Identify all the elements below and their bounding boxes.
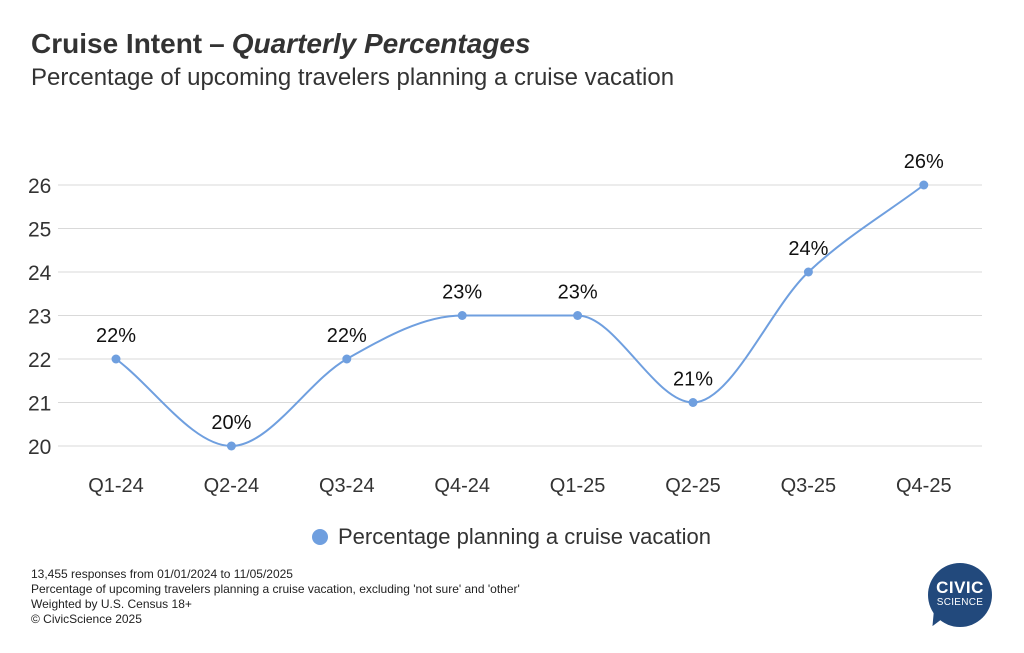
- y-tick-label-25: 25: [28, 219, 51, 242]
- x-tick-label-Q4-24: Q4-24: [434, 475, 490, 497]
- chart-subtitle: Percentage of upcoming travelers plannin…: [31, 64, 675, 91]
- footnote-weighting: Weighted by U.S. Census 18+: [31, 597, 192, 611]
- y-tick-label-26: 26: [28, 175, 51, 198]
- x-axis-tick-labels: Q1-24 Q2-24 Q3-24 Q4-24 Q1-25 Q2-25 Q3-25 Q4-25: [88, 475, 951, 497]
- chart-data-points: [111, 180, 929, 451]
- x-tick-label-Q4-25: Q4-25: [896, 475, 952, 497]
- data-point-Q1-24: [111, 354, 121, 364]
- logo-word-science: SCIENCE: [936, 597, 984, 608]
- series-line: [115, 184, 925, 448]
- logo-bubble: [928, 563, 992, 627]
- data-point-Q2-24: [226, 441, 236, 451]
- data-label-Q3-24: 22%: [327, 325, 367, 347]
- chart-title-dash: –: [209, 28, 225, 59]
- data-label-Q2-25: 21%: [673, 369, 713, 391]
- data-label-Q4-25: 26%: [904, 151, 944, 173]
- y-tick-label-22: 22: [28, 349, 51, 372]
- footnote-definition: Percentage of upcoming travelers plannin…: [31, 582, 520, 596]
- y-tick-label-21: 21: [28, 393, 51, 416]
- data-label-Q1-25: 23%: [558, 282, 598, 304]
- chart-data-labels: 22% 20% 22% 23% 23% 21% 24% 26%: [96, 151, 944, 434]
- legend-marker-icon: [312, 529, 328, 545]
- data-label-Q1-24: 22%: [96, 325, 136, 347]
- logo-word-civic: CIVIC: [936, 578, 984, 597]
- chart-series: [115, 184, 925, 448]
- data-point-Q2-25: [688, 398, 698, 407]
- y-tick-label-23: 23: [28, 306, 51, 329]
- x-tick-label-Q1-24: Q1-24: [88, 475, 144, 497]
- data-point-Q4-25: [919, 180, 929, 190]
- data-point-Q1-25: [573, 311, 583, 320]
- chart-footnotes: 13,455 responses from 01/01/2024 to 11/0…: [31, 567, 520, 627]
- chart-legend: Percentage planning a cruise vacation: [312, 524, 711, 550]
- x-tick-label-Q3-25: Q3-25: [781, 475, 837, 497]
- data-point-Q4-24: [457, 311, 467, 320]
- x-tick-label-Q3-24: Q3-24: [319, 475, 375, 497]
- chart-gridlines: [58, 184, 982, 447]
- x-tick-label-Q2-24: Q2-24: [204, 475, 260, 497]
- data-label-Q4-24: 23%: [442, 282, 482, 304]
- data-point-Q3-25: [803, 267, 813, 277]
- chart-title-italic: Quarterly Percentages: [231, 28, 531, 59]
- line-chart: 20 21 22 23 24 25 26 Q1-24 Q2-24 Q3-24 Q4-24 Q1-25…: [28, 151, 982, 497]
- x-tick-label-Q2-25: Q2-25: [665, 475, 721, 497]
- footnote-responses: 13,455 responses from 01/01/2024 to 11/0…: [31, 567, 293, 581]
- y-tick-label-24: 24: [28, 262, 52, 285]
- data-label-Q3-25: 24%: [788, 238, 828, 260]
- y-tick-label-20: 20: [28, 436, 51, 459]
- data-point-Q3-24: [342, 354, 352, 364]
- x-tick-label-Q1-25: Q1-25: [550, 475, 606, 497]
- data-label-Q2-24: 20%: [211, 412, 251, 434]
- footnote-copyright: © CivicScience 2025: [31, 612, 142, 626]
- chart-title: Cruise Intent – Quarterly Percentages: [31, 28, 531, 60]
- chart-title-main: Cruise Intent: [31, 28, 203, 59]
- y-axis-tick-labels: 20 21 22 23 24 25 26: [28, 175, 52, 459]
- legend-label: Percentage planning a cruise vacation: [338, 524, 712, 549]
- civicscience-logo: CIVIC SCIENCE: [924, 560, 996, 632]
